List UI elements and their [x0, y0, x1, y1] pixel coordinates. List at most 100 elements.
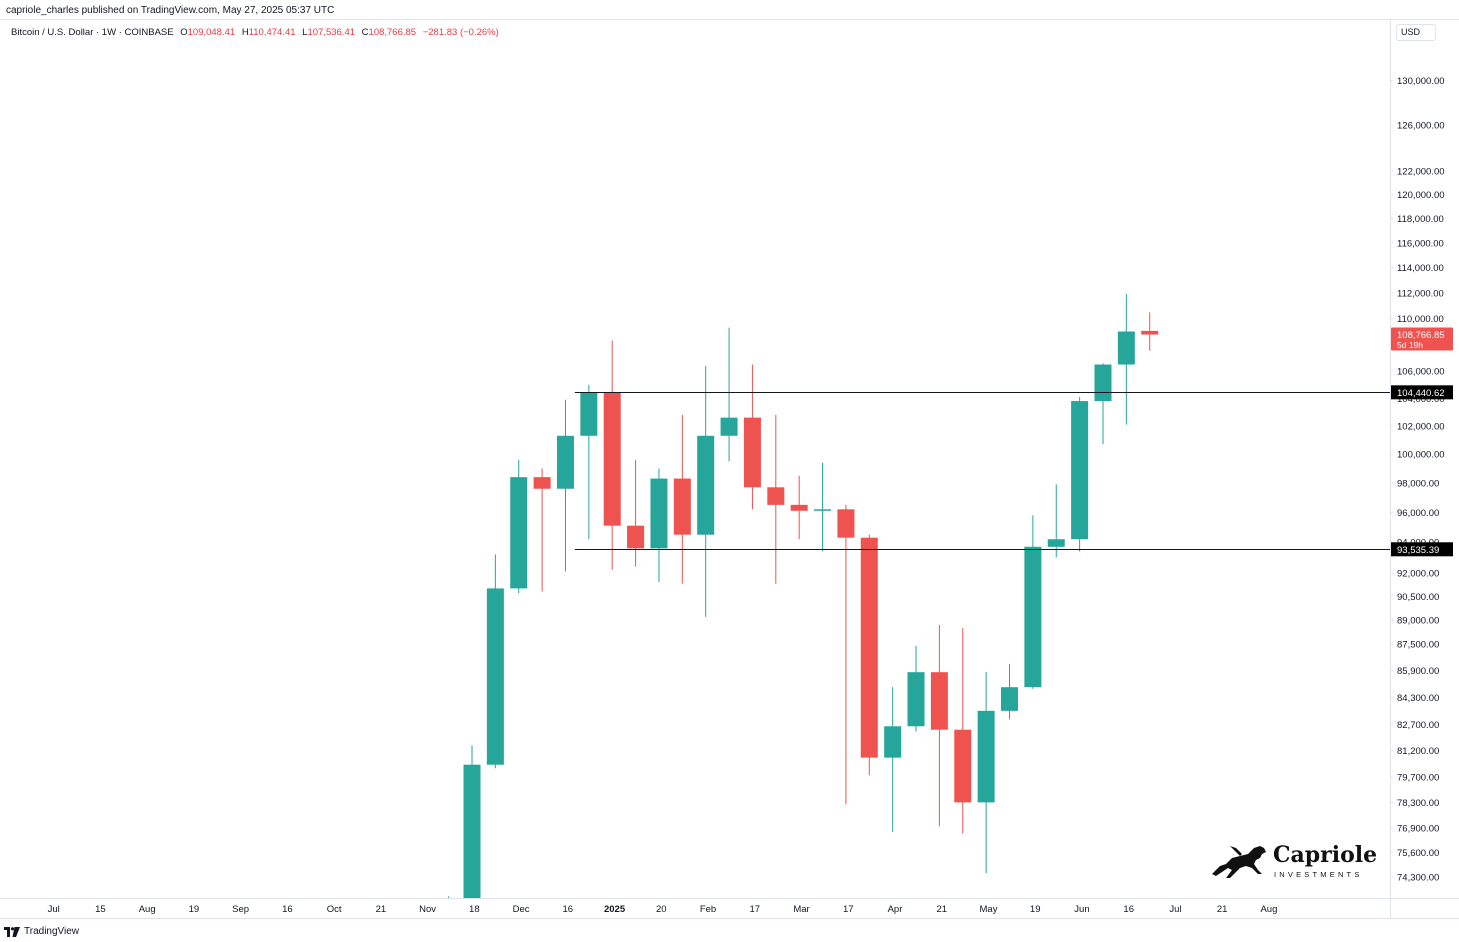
- x-tick-label: 21: [936, 904, 947, 915]
- candle-body: [1024, 546, 1042, 688]
- candle-down: [1141, 312, 1159, 351]
- candle-up: [1001, 663, 1019, 720]
- candle-body: [743, 417, 761, 488]
- symbol-name: Bitcoin / U.S. Dollar · 1W · COINBASE: [11, 27, 174, 38]
- candle-down: [533, 468, 551, 592]
- candle-body: [790, 504, 808, 511]
- x-tick-label: May: [980, 904, 998, 915]
- candle-up: [1047, 484, 1065, 558]
- candle-body: [837, 509, 855, 538]
- candle-up: [1024, 515, 1042, 689]
- x-tick-label: 20: [656, 904, 667, 915]
- close-value: 108,766.85: [368, 27, 417, 38]
- candle-down: [860, 534, 878, 776]
- candle-body: [1117, 331, 1135, 365]
- candle-body: [1094, 364, 1112, 402]
- candle-up: [1117, 294, 1135, 425]
- candle-body: [767, 487, 785, 505]
- candle-body: [977, 710, 995, 803]
- candle-body: [720, 417, 738, 436]
- y-tick-label: 130,000.00: [1397, 76, 1445, 87]
- candle-down: [837, 504, 855, 805]
- candle-body: [603, 392, 621, 526]
- y-tick-label: 84,300.00: [1397, 693, 1439, 704]
- candle-down: [743, 364, 761, 510]
- x-tick-label: Dec: [513, 904, 530, 915]
- x-tick-label: 2025: [604, 904, 626, 915]
- level-badge: 104,440.62: [1391, 385, 1453, 400]
- low-value: 107,536.41: [307, 27, 356, 38]
- y-tick-label: 87,500.00: [1397, 640, 1439, 651]
- x-tick-label: Oct: [327, 904, 342, 915]
- y-tick-label: 122,000.00: [1397, 167, 1445, 178]
- x-tick-label: Aug: [139, 904, 156, 915]
- candle-body: [1001, 687, 1019, 711]
- x-tick-label: 19: [1030, 904, 1041, 915]
- candle-down: [930, 624, 948, 827]
- y-tick-label: 90,500.00: [1397, 592, 1439, 603]
- candle-body: [627, 525, 645, 549]
- candle-body: [1071, 401, 1089, 540]
- open-label: O: [180, 27, 188, 38]
- current-price-label: 108,766.85: [1397, 330, 1445, 341]
- y-tick-label: 81,200.00: [1397, 746, 1439, 757]
- candle-up: [463, 745, 481, 898]
- high-label: H: [241, 27, 249, 38]
- candle-down: [954, 628, 972, 834]
- y-tick-label: 110,000.00: [1397, 314, 1444, 325]
- candle-body: [463, 764, 481, 898]
- y-tick-label: 120,000.00: [1397, 190, 1445, 201]
- level-badge-bg: [1391, 385, 1453, 400]
- watermark-subtitle: INVESTMENTS: [1274, 870, 1363, 879]
- candle-body: [673, 478, 691, 535]
- countdown-label: 5d 19h: [1397, 340, 1423, 350]
- footer-brand[interactable]: TradingView: [24, 926, 80, 937]
- candle-body: [954, 729, 972, 803]
- candle-up: [814, 462, 832, 552]
- y-tick-label: 74,300.00: [1397, 873, 1439, 884]
- close-label: C: [361, 27, 369, 38]
- candle-down: [627, 459, 645, 567]
- y-tick-label: 96,000.00: [1397, 508, 1439, 519]
- y-tick-label: 75,600.00: [1397, 848, 1439, 859]
- x-tick-label: Apr: [888, 904, 903, 915]
- y-tick-label: 118,000.00: [1397, 214, 1444, 225]
- x-tick-label: 21: [1217, 904, 1228, 915]
- candle-body: [930, 672, 948, 730]
- candle-body: [860, 537, 878, 758]
- y-tick-label: 104,000.00: [1397, 394, 1445, 405]
- level-badge: 93,535.39: [1391, 542, 1453, 557]
- candle-up: [486, 554, 504, 769]
- x-tick-label: 21: [376, 904, 387, 915]
- plot-area: [448, 294, 1390, 898]
- y-tick-label: 76,900.00: [1397, 824, 1439, 835]
- candle-up: [697, 365, 715, 617]
- candle-up: [580, 384, 598, 540]
- candle-up: [884, 687, 902, 832]
- high-value: 110,474.41: [248, 27, 296, 38]
- low-label: L: [302, 27, 308, 38]
- x-tick-label: 18: [469, 904, 480, 915]
- candle-up: [977, 672, 995, 874]
- level-badge-bg: [1391, 542, 1453, 557]
- currency-button[interactable]: USD: [1396, 24, 1436, 41]
- candle-down: [673, 414, 691, 584]
- candle-body: [907, 672, 925, 727]
- candle-down: [603, 340, 621, 570]
- watermark-name: Capriole: [1273, 842, 1378, 868]
- x-tick-label: Mar: [793, 904, 809, 915]
- x-tick-label: 17: [749, 904, 760, 915]
- tradingview-logo-icon[interactable]: [4, 926, 20, 937]
- x-tick-label: Jul: [48, 904, 60, 915]
- change-value: −281.83 (−0.26%): [422, 27, 499, 38]
- candle-up: [448, 896, 450, 898]
- x-tick-label: Nov: [419, 904, 436, 915]
- footer: TradingView: [4, 926, 79, 937]
- candle-up: [1094, 363, 1112, 445]
- candle-body: [697, 435, 715, 535]
- candle-body: [814, 509, 832, 511]
- y-tick-label: 89,000.00: [1397, 616, 1439, 627]
- y-tick-label: 82,700.00: [1397, 720, 1439, 731]
